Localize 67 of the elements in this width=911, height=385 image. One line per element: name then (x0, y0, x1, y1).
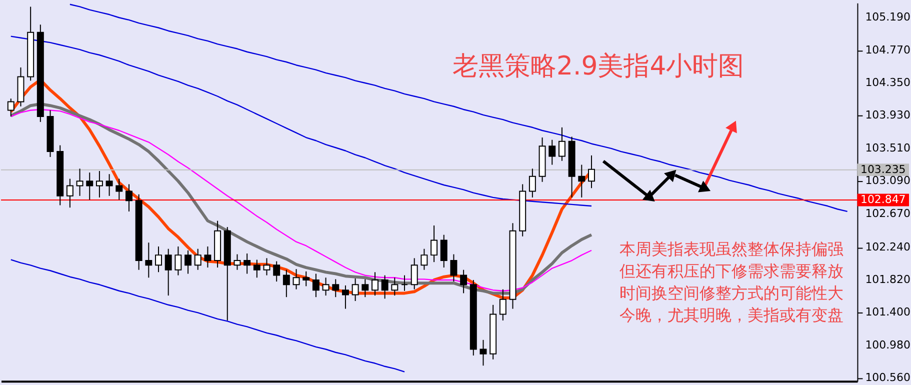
candlestick (302, 270, 310, 287)
candlestick (155, 246, 162, 273)
y-tick-label: 104.770 (865, 43, 910, 56)
candlestick (194, 248, 202, 270)
candlestick (548, 139, 556, 166)
y-tick-label: 103.090 (865, 174, 910, 188)
y-tick-label: 102.240 (865, 240, 910, 254)
candlestick (460, 269, 468, 294)
candlestick (7, 98, 14, 117)
annotation: 时间换空间修整方式的可能性大 (619, 284, 844, 303)
y-tick-label: 101.820 (865, 272, 910, 286)
candlestick (420, 248, 428, 270)
candlestick (96, 170, 103, 198)
candlestick (76, 168, 84, 196)
candlestick (588, 154, 595, 189)
candlestick (332, 278, 340, 298)
candlestick (410, 258, 418, 290)
y-tick-label: 102.670 (865, 206, 910, 220)
candlestick (342, 284, 349, 310)
line-series (69, 4, 848, 212)
candlestick (125, 184, 132, 212)
annotation: 但还有积压的下修需求需要释放 (619, 262, 844, 281)
annotation: 本周美指表现虽然整体保持偏强 (619, 240, 844, 259)
candlestick (273, 260, 280, 282)
candlestick (450, 254, 458, 282)
annotation: 今晚，尤其明晚，美指或有变盘 (619, 305, 844, 324)
candlestick (106, 174, 113, 196)
candlestick (499, 288, 506, 321)
y-tick-label: 103.510 (865, 141, 910, 154)
candlestick (322, 277, 330, 296)
ref-line-label: 102.847 (860, 193, 906, 206)
candlestick (352, 278, 359, 302)
candlestick (244, 253, 251, 274)
candlestick (480, 339, 487, 366)
line-series (10, 259, 406, 372)
candlestick (362, 278, 369, 298)
candlestick (86, 172, 94, 200)
text: 老黑策略2.9美指4小时图 (452, 52, 744, 82)
candlestick (430, 224, 438, 263)
y-tick-label: 101.400 (865, 306, 910, 319)
candlestick (184, 250, 192, 274)
candlestick (528, 168, 536, 198)
candlestick (372, 272, 378, 296)
candlestick (234, 254, 241, 270)
candlestick (253, 259, 260, 278)
candlestick (116, 178, 123, 200)
y-tick-label: 104.350 (865, 76, 910, 90)
candlestick (401, 274, 408, 292)
y-tick-label: 100.980 (865, 338, 910, 352)
y-tick-label: 103.930 (865, 108, 910, 122)
candlestick (391, 277, 398, 296)
candlestick (578, 164, 586, 198)
candlestick (164, 248, 172, 296)
candlestick (66, 178, 74, 208)
y-tick-label: 105.190 (865, 10, 910, 24)
candlestick (440, 234, 448, 268)
y-tick-label: 100.560 (865, 371, 910, 384)
candlestick (558, 126, 566, 162)
ref-line-label: 103.235 (860, 162, 906, 176)
candlestick (145, 242, 152, 278)
candlestick (381, 274, 388, 300)
candlestick (292, 268, 300, 290)
candlestick (204, 246, 212, 268)
candlestick (282, 269, 290, 298)
candlestick (312, 273, 320, 298)
candlestick (263, 258, 270, 276)
candlestick (174, 246, 182, 276)
